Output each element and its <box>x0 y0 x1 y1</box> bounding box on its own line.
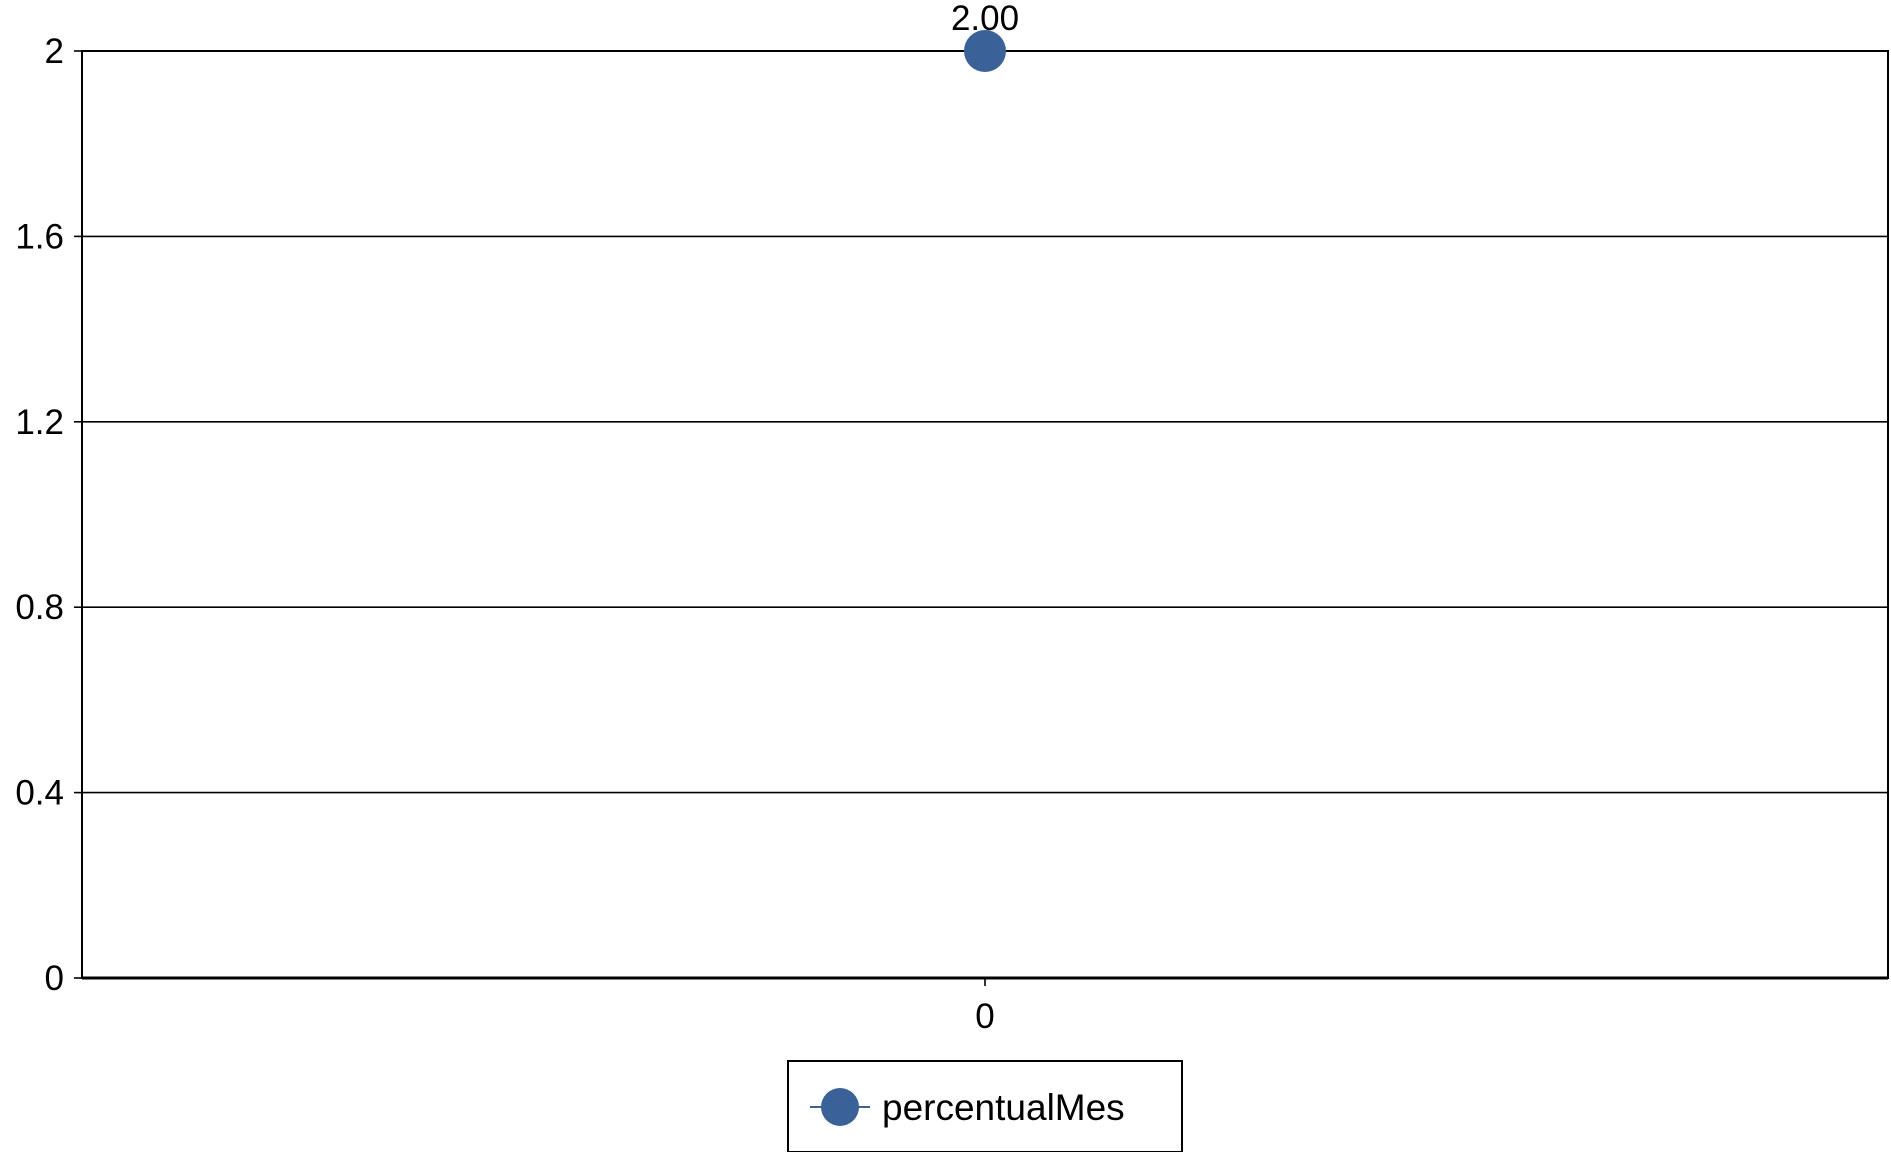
legend-box <box>787 1060 1183 1152</box>
y-tick-label: 0.8 <box>15 588 64 627</box>
plot-area-frame <box>81 50 1889 979</box>
y-axis-ticks: 0 0.4 0.8 1.2 1.6 2 <box>15 32 82 998</box>
x-axis-ticks: 0 <box>975 978 995 1036</box>
y-tick-label: 0 <box>45 959 64 998</box>
y-tick-label: 0.4 <box>15 774 64 813</box>
data-label: 2.00 <box>951 0 1019 38</box>
legend-label: percentualMes <box>882 1087 1125 1128</box>
y-tick-label: 2 <box>45 32 64 71</box>
x-tick-label: 0 <box>975 997 994 1036</box>
legend: percentualMes <box>787 1060 1183 1152</box>
data-point <box>964 30 1006 72</box>
legend-marker <box>821 1088 859 1126</box>
gridlines <box>82 235 1888 794</box>
series-layer: 2.00 <box>951 0 1019 72</box>
y-tick-label: 1.2 <box>15 403 64 442</box>
y-tick-label: 1.6 <box>15 217 64 256</box>
